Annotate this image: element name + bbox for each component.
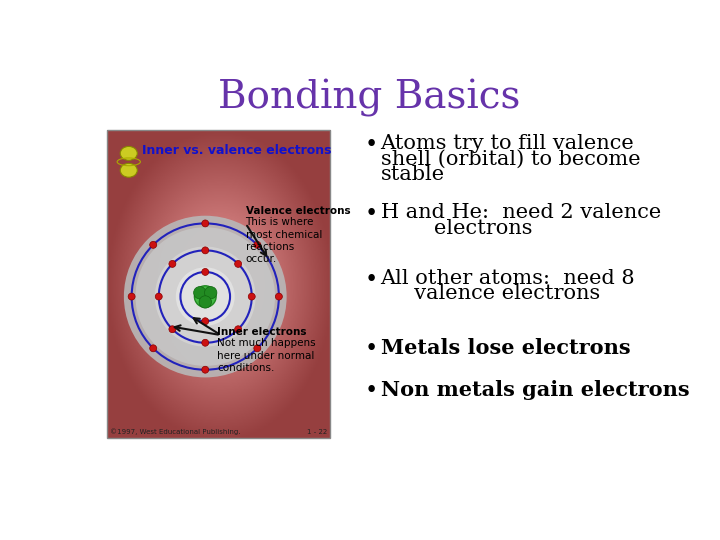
Circle shape <box>202 220 209 227</box>
Text: H and He:  need 2 valence: H and He: need 2 valence <box>381 204 661 222</box>
Text: Not much happens
here under normal
conditions.: Not much happens here under normal condi… <box>217 338 315 373</box>
Ellipse shape <box>120 164 138 177</box>
Text: electrons: electrons <box>381 219 532 238</box>
Circle shape <box>248 293 256 300</box>
Circle shape <box>169 260 176 267</box>
Circle shape <box>235 326 242 333</box>
Circle shape <box>128 293 135 300</box>
Circle shape <box>169 326 176 333</box>
Circle shape <box>194 287 206 299</box>
Circle shape <box>202 366 209 373</box>
Text: Metals lose electrons: Metals lose electrons <box>381 338 630 358</box>
Ellipse shape <box>176 267 235 326</box>
Circle shape <box>194 286 216 307</box>
Ellipse shape <box>120 146 138 160</box>
Bar <box>107 130 330 438</box>
Text: •: • <box>365 381 379 402</box>
Circle shape <box>156 293 162 300</box>
Ellipse shape <box>135 227 275 366</box>
Circle shape <box>202 247 209 254</box>
Circle shape <box>199 296 212 308</box>
Circle shape <box>275 293 282 300</box>
Text: 1 - 22: 1 - 22 <box>307 429 327 435</box>
Text: Inner electrons: Inner electrons <box>217 327 307 336</box>
Text: ©1997, West Educational Publishing.: ©1997, West Educational Publishing. <box>110 429 240 435</box>
Circle shape <box>202 339 209 346</box>
Text: Atoms try to fill valence: Atoms try to fill valence <box>381 134 634 153</box>
Text: Inner vs. valence electrons: Inner vs. valence electrons <box>142 144 331 157</box>
Text: Non metals gain electrons: Non metals gain electrons <box>381 381 689 401</box>
Text: shell (orbital) to become: shell (orbital) to become <box>381 150 640 168</box>
Text: •: • <box>365 134 379 156</box>
Text: stable: stable <box>381 165 445 184</box>
Circle shape <box>150 345 157 352</box>
Ellipse shape <box>124 215 287 377</box>
Text: •: • <box>365 269 379 291</box>
Circle shape <box>202 268 209 275</box>
Text: •: • <box>365 338 379 360</box>
Text: Bonding Basics: Bonding Basics <box>218 79 520 117</box>
Circle shape <box>150 241 157 248</box>
Text: All other atoms:  need 8: All other atoms: need 8 <box>381 269 635 288</box>
Text: Valence electrons: Valence electrons <box>246 206 350 215</box>
Text: This is where
most chemical
reactions
occur.: This is where most chemical reactions oc… <box>246 217 322 265</box>
Text: valence electrons: valence electrons <box>381 284 600 303</box>
Circle shape <box>202 318 209 325</box>
Circle shape <box>254 345 261 352</box>
Circle shape <box>204 287 217 299</box>
Text: •: • <box>365 204 379 225</box>
Circle shape <box>254 241 261 248</box>
Ellipse shape <box>155 247 256 347</box>
Circle shape <box>235 260 242 267</box>
